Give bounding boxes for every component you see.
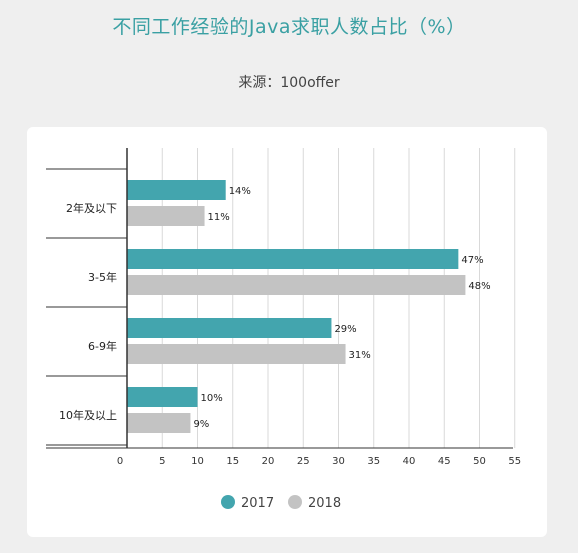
data-label: 31% (349, 350, 371, 361)
bar-2018 (127, 413, 191, 433)
data-label: 9% (193, 419, 209, 430)
bar-2017 (127, 318, 332, 338)
data-label: 29% (334, 324, 356, 335)
x-tick-label: 20 (262, 456, 275, 467)
x-tick-label: 5 (159, 456, 165, 467)
category-label: 10年及以上 (59, 408, 117, 422)
bar-2018 (127, 206, 205, 226)
x-tick-label: 55 (508, 456, 521, 467)
category-label: 6-9年 (88, 339, 117, 353)
bar-2017 (127, 249, 459, 269)
x-tick-label: 45 (438, 456, 451, 467)
x-tick-label: 10 (191, 456, 204, 467)
legend-marker-2018 (288, 495, 302, 509)
x-tick-label: 50 (473, 456, 486, 467)
category-label: 2年及以下 (66, 201, 117, 215)
category-label: 3-5年 (88, 270, 117, 284)
data-label: 10% (201, 393, 223, 404)
legend-label-2018: 2018 (308, 496, 341, 511)
bar-2018 (127, 275, 466, 295)
x-tick-label: 25 (297, 456, 310, 467)
bar-2018 (127, 344, 346, 364)
x-tick-label: 40 (403, 456, 416, 467)
chart-subtitle: 来源：100offer (238, 75, 340, 91)
chart-title: 不同工作经验的Java求职人数占比（%） (112, 16, 466, 38)
legend-marker-2017 (221, 495, 235, 509)
bar-2017 (127, 387, 198, 407)
data-label: 14% (229, 186, 251, 197)
x-tick-label: 30 (332, 456, 345, 467)
x-tick-label: 0 (117, 456, 123, 467)
legend-label-2017: 2017 (241, 496, 274, 511)
data-label: 11% (208, 212, 230, 223)
x-tick-label: 35 (367, 456, 380, 467)
bar-2017 (127, 180, 226, 200)
x-tick-label: 15 (226, 456, 239, 467)
data-label: 47% (461, 255, 483, 266)
data-label: 48% (468, 281, 490, 292)
